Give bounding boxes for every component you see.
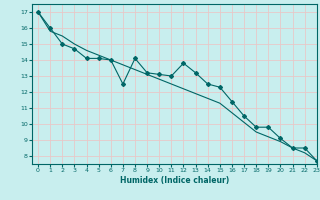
X-axis label: Humidex (Indice chaleur): Humidex (Indice chaleur): [120, 176, 229, 185]
